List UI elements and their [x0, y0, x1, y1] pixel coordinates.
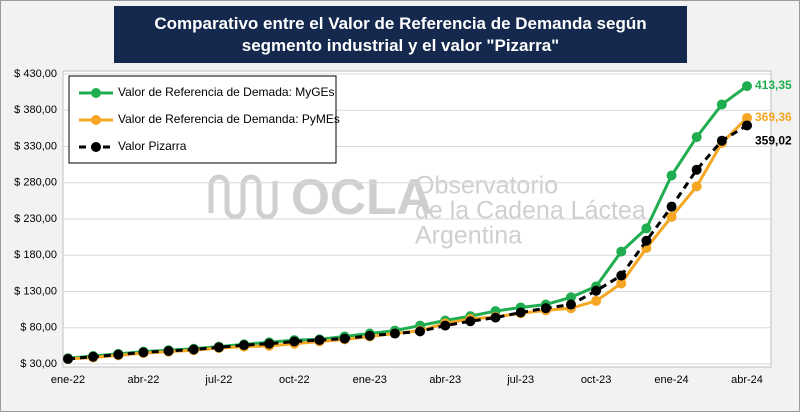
y-tick-label: $ 230,00 — [14, 213, 57, 225]
x-tick-label: oct-22 — [279, 374, 310, 386]
marker — [465, 316, 476, 327]
marker — [616, 246, 627, 257]
marker — [666, 170, 677, 181]
marker — [163, 345, 174, 356]
marker — [88, 351, 99, 362]
x-tick-label: ene-22 — [51, 374, 85, 386]
logo-line: Argentina — [415, 222, 522, 250]
x-tick-label: jul-23 — [506, 374, 534, 386]
marker — [691, 164, 702, 175]
chart-title: Comparativo entre el Valor de Referencia… — [114, 6, 687, 63]
legend-label: Valor de Referencia de Demada: MyGEs — [118, 85, 335, 99]
y-tick-label: $ 30,00 — [20, 358, 57, 370]
x-tick-label: ene-23 — [353, 374, 387, 386]
x-tick-label: oct-23 — [581, 374, 612, 386]
marker — [490, 312, 501, 323]
logo-text: OCLA — [291, 169, 433, 225]
marker — [691, 132, 702, 143]
series-line — [67, 124, 748, 361]
marker — [188, 344, 199, 355]
marker — [314, 335, 325, 346]
logo-icon — [208, 174, 278, 220]
watermark: OCLA Observatorio de la Cadena Láctea Ar… — [208, 169, 646, 250]
marker — [289, 336, 300, 347]
marker — [239, 340, 250, 351]
logo-line: de la Cadena Láctea — [415, 197, 646, 225]
x-tick-label: ene-24 — [654, 374, 688, 386]
marker — [641, 223, 652, 234]
marker — [666, 211, 677, 222]
marker — [339, 333, 350, 344]
logo-line: Observatorio — [415, 172, 558, 200]
x-tick-label: abr-24 — [731, 374, 763, 386]
legend-marker — [91, 142, 101, 152]
marker — [716, 99, 727, 110]
marker — [63, 353, 73, 364]
marker — [364, 330, 375, 341]
marker — [389, 328, 400, 339]
marker — [440, 320, 451, 331]
marker — [138, 347, 149, 358]
marker — [591, 295, 602, 306]
y-tick-label: $ 380,00 — [14, 104, 57, 116]
marker — [565, 292, 576, 303]
data-label: 413,35 — [755, 78, 792, 92]
y-tick-label: $ 330,00 — [14, 140, 57, 152]
legend-marker — [91, 115, 101, 125]
x-tick-label: jul-22 — [204, 374, 232, 386]
marker — [616, 270, 627, 281]
legend-box — [68, 75, 337, 164]
marker — [113, 349, 124, 360]
marker — [691, 181, 702, 192]
marker — [515, 307, 526, 318]
marker — [616, 278, 627, 289]
data-label: 359,02 — [755, 134, 792, 148]
marker — [742, 112, 752, 123]
marker — [641, 235, 652, 246]
marker — [716, 135, 727, 146]
data-label: 369,36 — [755, 110, 792, 124]
marker — [742, 81, 752, 92]
y-tick-label: $ 280,00 — [14, 177, 57, 189]
x-tick-label: abr-22 — [128, 374, 160, 386]
y-tick-label: $ 430,00 — [14, 68, 57, 80]
marker — [540, 303, 551, 314]
legend-marker — [91, 88, 101, 98]
marker — [591, 285, 602, 296]
marker — [415, 326, 426, 337]
marker — [213, 342, 224, 353]
marker — [742, 120, 752, 131]
marker — [264, 338, 275, 349]
marker — [666, 201, 677, 212]
y-tick-label: $ 180,00 — [14, 249, 57, 261]
marker — [565, 299, 576, 310]
y-tick-label: $ 80,00 — [20, 322, 57, 334]
y-tick-label: $ 130,00 — [14, 285, 57, 297]
legend-label: Valor Pizarra — [118, 139, 187, 153]
legend-label: Valor de Referencia de Demanda: PyMEs — [118, 112, 340, 126]
x-tick-label: abr-23 — [429, 374, 461, 386]
